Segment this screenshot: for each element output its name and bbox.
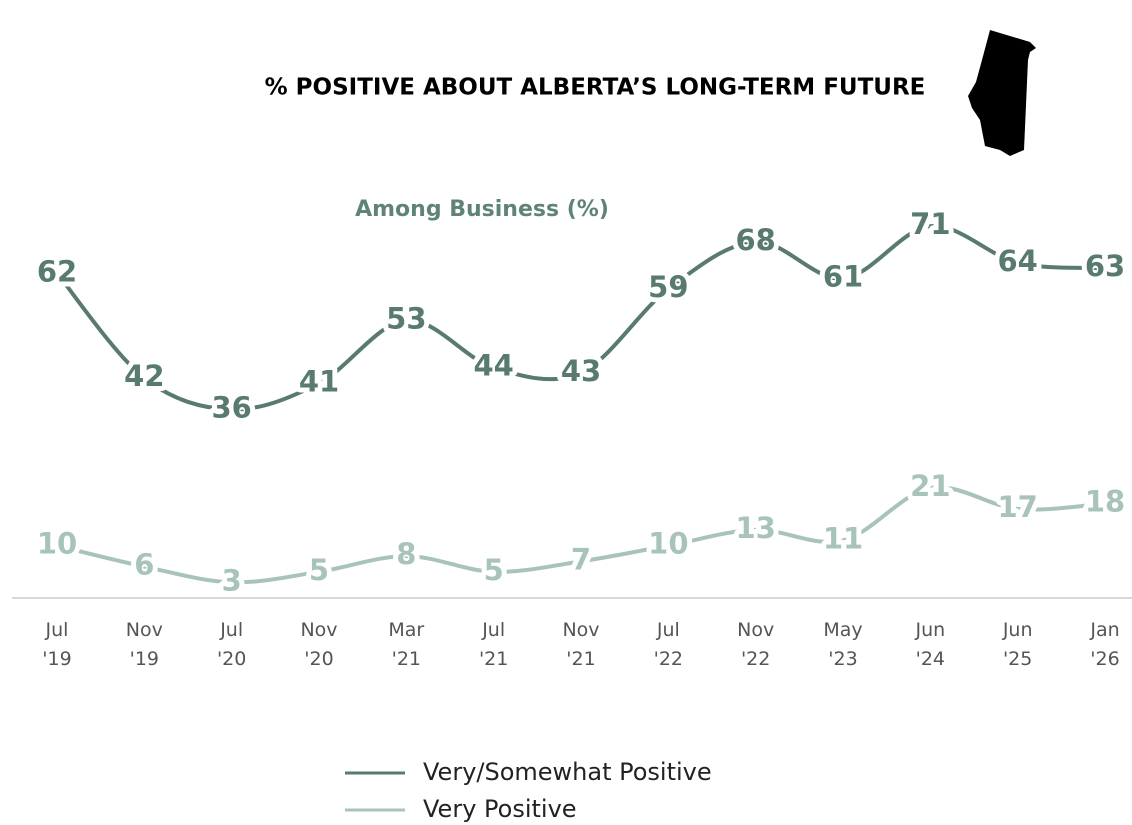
- x-tick-label: Jul '21: [479, 619, 508, 670]
- data-label: 17: [997, 490, 1037, 524]
- x-tick-label: Jan '26: [1089, 619, 1119, 670]
- chart-title: % POSITIVE ABOUT ALBERTA’S LONG-TERM FUT…: [265, 75, 926, 101]
- data-label: 8: [396, 537, 416, 571]
- data-label: 10: [648, 527, 688, 561]
- x-tick-label: Jun '24: [914, 619, 945, 670]
- legend-label: Very/Somewhat Positive: [423, 758, 712, 786]
- data-label: 21: [910, 469, 950, 503]
- data-label: 44: [473, 349, 513, 383]
- x-tick-label: Jun '25: [1002, 619, 1033, 670]
- x-tick-label: Nov '20: [300, 619, 337, 670]
- data-label: 5: [484, 553, 504, 587]
- series-line: [55, 224, 1106, 412]
- data-label: 62: [37, 254, 77, 288]
- data-label: 5: [309, 553, 329, 587]
- data-label: 7: [571, 542, 591, 576]
- legend-label: Very Positive: [423, 795, 577, 823]
- data-label: 3: [222, 563, 242, 597]
- data-label: 41: [299, 364, 339, 398]
- data-label: 13: [735, 511, 775, 545]
- x-tick-label: Jul '22: [654, 619, 683, 670]
- data-label: 43: [561, 354, 601, 388]
- data-label: 18: [1085, 485, 1125, 519]
- x-tick-label: Mar '21: [388, 619, 424, 670]
- data-label: 53: [386, 301, 426, 335]
- data-label: 71: [910, 207, 950, 241]
- alberta-icon: [968, 30, 1036, 156]
- data-label: 59: [648, 270, 688, 304]
- data-label: 10: [37, 527, 77, 561]
- x-tick-label: Nov '22: [737, 619, 774, 670]
- data-label: 68: [735, 223, 775, 257]
- data-label: 11: [823, 521, 863, 555]
- series-line: [56, 485, 1106, 585]
- x-tick-label: Nov '21: [562, 619, 599, 670]
- data-label: 36: [211, 390, 251, 424]
- x-tick-label: Jul '19: [42, 619, 71, 670]
- x-tick-label: May '23: [823, 619, 862, 670]
- data-label: 6: [134, 548, 154, 582]
- x-tick-label: Jul '20: [217, 619, 246, 670]
- x-tick-label: Nov '19: [126, 619, 163, 670]
- data-label: 42: [124, 359, 164, 393]
- chart-subtitle: Among Business (%): [355, 197, 609, 222]
- data-label: 64: [997, 244, 1037, 278]
- data-label: 63: [1085, 249, 1125, 283]
- data-label: 61: [823, 260, 863, 294]
